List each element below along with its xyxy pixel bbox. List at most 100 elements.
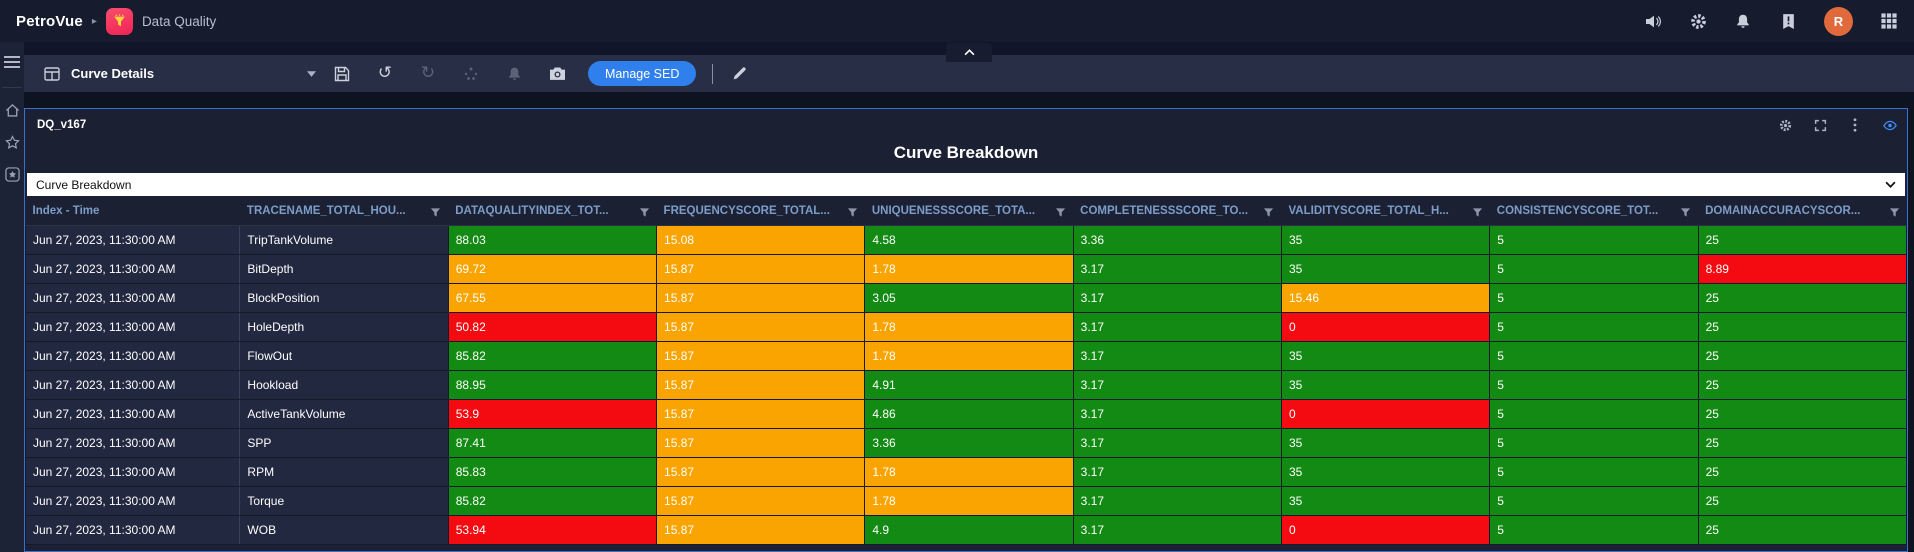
cell-score-green: 3.17 [1072, 253, 1282, 284]
column-header-label: FREQUENCYSCORE_TOTAL... [663, 204, 830, 217]
apps-grid-icon[interactable] [1880, 12, 1898, 30]
view-selector-dropdown[interactable]: Curve Details [44, 66, 316, 82]
chevron-down-icon [307, 70, 316, 77]
table-row[interactable]: Jun 27, 2023, 11:30:00 AM BitDepth 69.72 15… [24, 253, 1908, 284]
table-row[interactable]: Jun 27, 2023, 11:30:00 AM RPM 85.83 15.87 1.… [24, 456, 1908, 487]
undo-icon[interactable]: ↺ [377, 63, 393, 83]
table-row[interactable]: Jun 27, 2023, 11:30:00 AM TripTankVolume 8… [24, 224, 1908, 255]
cell-score-red: 53.9 [447, 398, 658, 429]
table-row[interactable]: Jun 27, 2023, 11:30:00 AM FlowOut 85.82 15.… [24, 340, 1908, 371]
filter-icon[interactable] [1055, 207, 1066, 218]
cell-index-time: Jun 27, 2023, 11:30:00 AM [24, 340, 241, 371]
cell-score-green: 35 [1280, 369, 1491, 400]
settings-gear-icon[interactable] [1689, 12, 1707, 30]
cell-score-red: 0 [1280, 311, 1491, 342]
filter-icon[interactable] [1263, 207, 1274, 218]
cell-index-time: Jun 27, 2023, 11:30:00 AM [24, 485, 241, 516]
gear-icon[interactable] [1778, 118, 1792, 132]
table-row[interactable]: Jun 27, 2023, 11:30:00 AM BlockPosition 67… [24, 282, 1908, 313]
hamburger-menu-icon[interactable] [4, 53, 21, 70]
cell-score-green: 5 [1489, 340, 1699, 371]
cell-score-green: 35 [1280, 485, 1491, 516]
table-row[interactable]: Jun 27, 2023, 11:30:00 AM WOB 53.94 15.87 4.… [24, 514, 1908, 545]
table-view-icon [44, 66, 60, 81]
cell-score-green: 35 [1280, 427, 1491, 458]
cell-score-green: 3.17 [1072, 340, 1282, 371]
filter-icon[interactable] [430, 207, 441, 218]
column-header-frequencyscore-total-[interactable]: FREQUENCYSCORE_TOTAL... [656, 198, 865, 226]
home-icon[interactable] [4, 102, 21, 119]
view-selector-value: Curve Details [71, 66, 155, 81]
kebab-menu-icon[interactable] [1848, 118, 1862, 132]
cell-trace-name: Hookload [239, 369, 449, 400]
eye-icon[interactable] [1883, 118, 1897, 132]
cell-score-green: 3.17 [1072, 282, 1282, 313]
panel-corner-icons [1778, 118, 1897, 132]
starred-items-icon[interactable] [4, 166, 21, 183]
pencil-icon[interactable] [722, 66, 756, 81]
filter-icon[interactable] [1472, 207, 1483, 218]
table-row[interactable]: Jun 27, 2023, 11:30:00 AM HoleDepth 50.82 1… [24, 311, 1908, 342]
cell-score-green: 85.83 [447, 456, 658, 487]
notifications-bell-icon[interactable] [1734, 12, 1752, 30]
volume-icon[interactable] [1644, 12, 1662, 30]
data-quality-app-icon[interactable] [105, 7, 133, 35]
column-header-tracename-total-hou-[interactable]: TRACENAME_TOTAL_HOU... [239, 198, 449, 226]
column-header-domainaccuracyscor-[interactable]: DOMAINACCURACYSCOR... [1698, 198, 1907, 226]
filter-icon[interactable] [1680, 207, 1691, 218]
redo-icon[interactable]: ↻ [420, 63, 436, 83]
cell-score-green: 5 [1489, 253, 1699, 284]
main-content: DQ_v167 [24, 92, 1914, 552]
table-row[interactable]: Jun 27, 2023, 11:30:00 AM SPP 87.41 15.87 3.… [24, 427, 1908, 458]
cell-index-time: Jun 27, 2023, 11:30:00 AM [24, 456, 241, 487]
cell-score-orange: 15.87 [656, 398, 866, 429]
cell-score-green: 3.17 [1072, 456, 1282, 487]
sparkle-icon[interactable] [454, 66, 488, 82]
alerts-icon[interactable] [1779, 12, 1797, 30]
table-row[interactable]: Jun 27, 2023, 11:30:00 AM Torque 85.82 15.8… [24, 485, 1908, 516]
cell-index-time: Jun 27, 2023, 11:30:00 AM [24, 369, 241, 400]
cell-index-time: Jun 27, 2023, 11:30:00 AM [24, 311, 241, 342]
expand-icon[interactable] [1813, 118, 1827, 132]
cell-score-green: 25 [1697, 282, 1908, 313]
cell-score-red: 0 [1280, 514, 1491, 545]
bell-icon[interactable] [497, 66, 531, 82]
cell-score-green: 35 [1280, 340, 1491, 371]
filter-icon[interactable] [639, 207, 650, 218]
column-header-validityscore-total-h-[interactable]: VALIDITYSCORE_TOTAL_H... [1281, 198, 1490, 226]
brand-title: PetroVue [16, 12, 83, 30]
cell-score-red: 0 [1280, 398, 1491, 429]
cell-score-green: 3.17 [1072, 398, 1282, 429]
column-header-consistencyscore-tot-[interactable]: CONSISTENCYSCORE_TOT... [1489, 198, 1699, 226]
save-icon[interactable] [325, 66, 359, 82]
filter-icon[interactable] [847, 207, 858, 218]
cell-trace-name: ActiveTankVolume [239, 398, 449, 429]
cell-score-green: 25 [1697, 340, 1908, 371]
breakdown-selector[interactable]: Curve Breakdown [27, 173, 1905, 196]
cell-score-red: 53.94 [447, 514, 658, 545]
camera-icon[interactable] [540, 66, 574, 81]
cell-trace-name: BitDepth [239, 253, 449, 284]
cell-index-time: Jun 27, 2023, 11:30:00 AM [24, 398, 241, 429]
cell-score-orange: 15.87 [656, 456, 866, 487]
filter-icon[interactable] [1889, 207, 1900, 218]
funnel-icon [114, 13, 125, 26]
column-header-completenessscore-to-[interactable]: COMPLETENESSSCORE_TO... [1073, 198, 1282, 226]
cell-score-green: 4.58 [864, 224, 1074, 255]
column-header-index-time[interactable]: Index - Time [25, 198, 240, 226]
table-row[interactable]: Jun 27, 2023, 11:30:00 AM ActiveTankVolum… [24, 398, 1908, 429]
cell-score-green: 25 [1697, 427, 1908, 458]
sidebar-divider [2, 87, 22, 88]
column-header-dataqualityindex-tot-[interactable]: DATAQUALITYINDEX_TOT... [448, 198, 657, 226]
column-header-label: CONSISTENCYSCORE_TOT... [1496, 204, 1659, 217]
column-header-label: COMPLETENESSSCORE_TO... [1080, 204, 1249, 217]
avatar[interactable]: R [1824, 6, 1853, 36]
cell-index-time: Jun 27, 2023, 11:30:00 AM [24, 253, 241, 284]
manage-sed-button[interactable]: Manage SED [588, 61, 697, 86]
column-header-uniquenessscore-tota-[interactable]: UNIQUENESSSCORE_TOTA... [864, 198, 1074, 226]
cell-score-orange: 1.78 [864, 253, 1074, 284]
toolbar-divider [712, 63, 714, 84]
favorites-star-icon[interactable] [4, 134, 21, 151]
table-row[interactable]: Jun 27, 2023, 11:30:00 AM Hookload 88.95 15… [24, 369, 1908, 400]
collapse-panel-button[interactable] [946, 43, 992, 62]
